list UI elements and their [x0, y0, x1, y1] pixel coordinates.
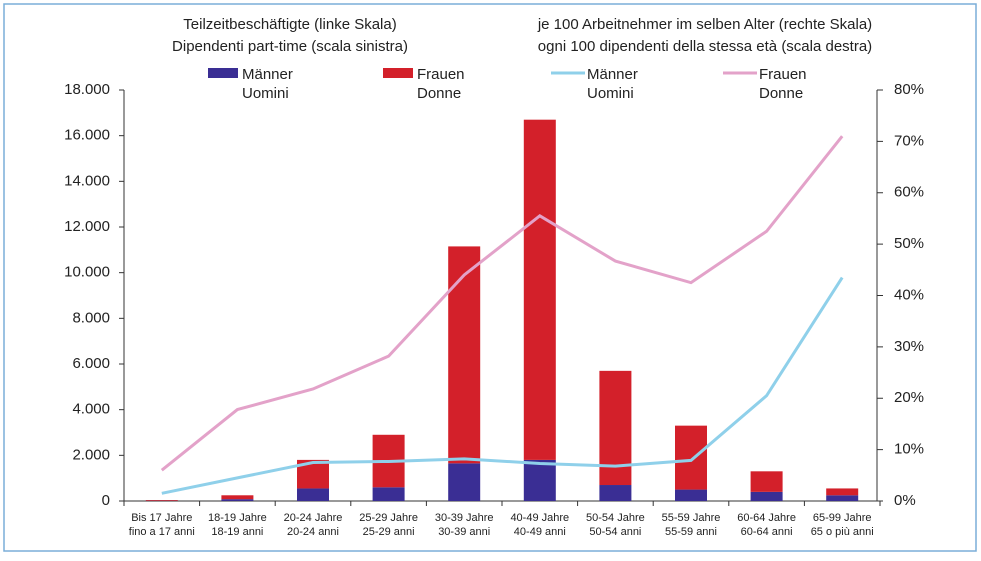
frame	[4, 4, 976, 551]
x-tick-label: 25-29 anni	[363, 526, 415, 538]
bar	[826, 488, 858, 495]
y-tick-label: 18.000	[64, 81, 110, 98]
legend-label: Donne	[417, 85, 461, 102]
x-tick-label: 55-59 Jahre	[662, 512, 721, 524]
legend-label: Uomini	[587, 85, 634, 102]
x-tick-label: 40-49 anni	[514, 526, 566, 538]
x-tick-label: 65-99 Jahre	[813, 512, 872, 524]
y2-tick-label: 30%	[894, 338, 924, 355]
legend-label: Frauen	[759, 66, 807, 83]
x-tick-label: 50-54 Jahre	[586, 512, 645, 524]
bar	[524, 120, 556, 460]
y2-tick-label: 60%	[894, 184, 924, 201]
y-tick-label: 12.000	[64, 218, 110, 235]
bar	[751, 492, 783, 501]
x-tick-label: 60-64 Jahre	[737, 512, 796, 524]
legend-title: Dipendenti part-time (scala sinistra)	[172, 38, 408, 55]
y2-tick-label: 40%	[894, 286, 924, 303]
x-tick-label: 50-54 anni	[589, 526, 641, 538]
x-tick-label: 25-29 Jahre	[359, 512, 418, 524]
bar	[751, 471, 783, 492]
y2-tick-label: 80%	[894, 81, 924, 98]
x-tick-label: 20-24 Jahre	[284, 512, 343, 524]
legend-label: Männer	[242, 66, 293, 83]
y2-tick-label: 70%	[894, 132, 924, 149]
legend-label: Donne	[759, 85, 803, 102]
legend-swatch	[383, 68, 413, 78]
y-tick-label: 4.000	[72, 401, 110, 418]
x-tick-label: fino a 17 anni	[129, 526, 195, 538]
x-tick-label: 18-19 Jahre	[208, 512, 267, 524]
y2-tick-label: 20%	[894, 389, 924, 406]
y-tick-label: 14.000	[64, 172, 110, 189]
y-tick-label: 8.000	[72, 309, 110, 326]
x-tick-label: 40-49 Jahre	[510, 512, 569, 524]
bar	[675, 490, 707, 501]
legend-title: Teilzeitbeschäftigte (linke Skala)	[183, 16, 396, 33]
x-tick-label: 20-24 anni	[287, 526, 339, 538]
y2-tick-label: 0%	[894, 492, 916, 509]
legend-swatch	[208, 68, 238, 78]
bar	[826, 495, 858, 501]
bar	[675, 426, 707, 490]
x-tick-label: Bis 17 Jahre	[131, 512, 192, 524]
bar	[524, 460, 556, 501]
y-tick-label: 2.000	[72, 446, 110, 463]
bar	[599, 371, 631, 485]
x-tick-label: 60-64 anni	[741, 526, 793, 538]
legend-label: Frauen	[417, 66, 465, 83]
legend-title: je 100 Arbeitnehmer im selben Alter (rec…	[537, 16, 872, 33]
y-tick-label: 10.000	[64, 264, 110, 281]
y-tick-label: 16.000	[64, 127, 110, 144]
legend-title: ogni 100 dipendenti della stessa età (sc…	[538, 38, 872, 55]
y2-tick-label: 50%	[894, 235, 924, 252]
x-tick-label: 30-39 Jahre	[435, 512, 494, 524]
bar	[448, 463, 480, 501]
bar	[297, 488, 329, 501]
bar	[599, 485, 631, 501]
y2-tick-label: 10%	[894, 441, 924, 458]
x-tick-label: 65 o più anni	[811, 526, 874, 538]
bar	[221, 499, 253, 501]
line	[162, 278, 842, 494]
legend-label: Uomini	[242, 85, 289, 102]
legend-label: Männer	[587, 66, 638, 83]
bar	[373, 487, 405, 501]
y-tick-label: 6.000	[72, 355, 110, 372]
bar	[221, 495, 253, 499]
bar	[448, 246, 480, 463]
bar	[146, 500, 178, 501]
x-tick-label: 18-19 anni	[211, 526, 263, 538]
x-tick-label: 30-39 anni	[438, 526, 490, 538]
x-tick-label: 55-59 anni	[665, 526, 717, 538]
y-tick-label: 0	[102, 492, 110, 509]
